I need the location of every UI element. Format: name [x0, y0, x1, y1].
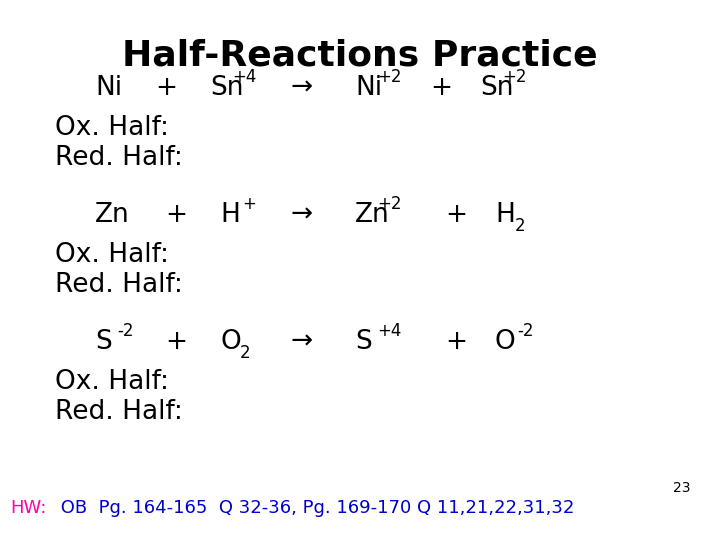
Text: Sn: Sn: [210, 75, 243, 101]
Text: H: H: [220, 202, 240, 228]
Text: Ox. Half:: Ox. Half:: [55, 369, 169, 395]
Text: →: →: [290, 329, 312, 355]
Text: Red. Half:: Red. Half:: [55, 272, 183, 298]
Text: 2: 2: [515, 217, 526, 235]
Text: S: S: [355, 329, 372, 355]
Text: +: +: [242, 195, 256, 213]
Text: +: +: [430, 75, 452, 101]
Text: +: +: [165, 329, 187, 355]
Text: Zn: Zn: [355, 202, 390, 228]
Text: O: O: [495, 329, 516, 355]
Text: Red. Half:: Red. Half:: [55, 145, 183, 171]
Text: →: →: [290, 75, 312, 101]
Text: Ni: Ni: [355, 75, 382, 101]
Text: +: +: [445, 202, 467, 228]
Text: +: +: [165, 202, 187, 228]
Text: +2: +2: [377, 68, 402, 86]
Text: OB  Pg. 164-165  Q 32-36, Pg. 169-170 Q 11,21,22,31,32: OB Pg. 164-165 Q 32-36, Pg. 169-170 Q 11…: [55, 499, 575, 517]
Text: 23: 23: [672, 481, 690, 495]
Text: 2: 2: [240, 344, 251, 362]
Text: Half-Reactions Practice: Half-Reactions Practice: [122, 38, 598, 72]
Text: H: H: [495, 202, 515, 228]
Text: Ni: Ni: [95, 75, 122, 101]
Text: Sn: Sn: [480, 75, 513, 101]
Text: +2: +2: [502, 68, 526, 86]
Text: O: O: [220, 329, 240, 355]
Text: +4: +4: [377, 322, 401, 340]
Text: Ox. Half:: Ox. Half:: [55, 242, 169, 268]
Text: +: +: [445, 329, 467, 355]
Text: Red. Half:: Red. Half:: [55, 399, 183, 425]
Text: +4: +4: [232, 68, 256, 86]
Text: -2: -2: [517, 322, 534, 340]
Text: HW:: HW:: [10, 499, 46, 517]
Text: -2: -2: [117, 322, 133, 340]
Text: Ox. Half:: Ox. Half:: [55, 115, 169, 141]
Text: S: S: [95, 329, 112, 355]
Text: Zn: Zn: [95, 202, 130, 228]
Text: +2: +2: [377, 195, 402, 213]
Text: +: +: [155, 75, 177, 101]
Text: →: →: [290, 202, 312, 228]
